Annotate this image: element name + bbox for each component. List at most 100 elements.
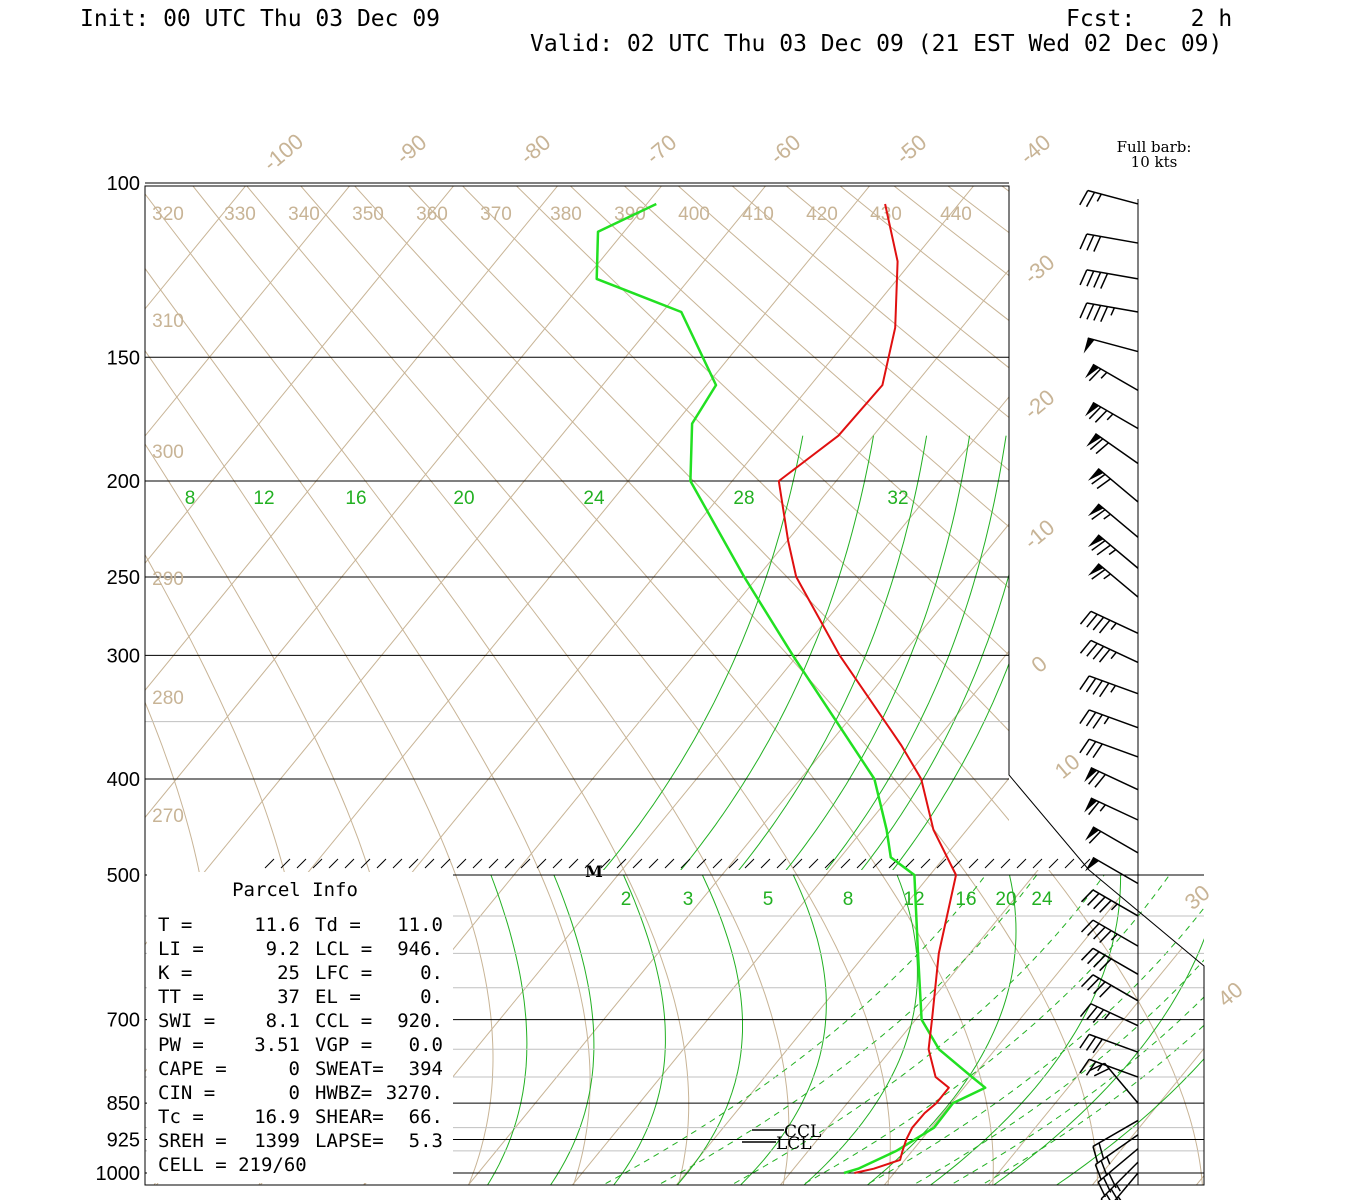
wind-legend-line1: Full barb: [1117,138,1192,156]
hatch-mark [568,858,579,869]
wind-barb-half [1110,651,1117,660]
wind-barb-full [1079,610,1092,625]
wind-barb-staff [1092,363,1139,392]
dry-adiabat-line [885,870,1204,1185]
hatch-mark [408,858,419,869]
parcel-info-label: LCL = [315,938,372,960]
hatch-mark [552,858,563,869]
wind-barb-full [1110,1188,1119,1200]
wind-barb-full [1087,923,1100,937]
mixing-ratio-label: 3 [683,889,694,910]
wind-barb-full [1087,977,1100,991]
parcel-info-value: 5.3 [409,1130,443,1152]
hatch-mark [600,858,611,869]
wind-barb-full [1091,540,1106,551]
parcel-info-label: CIN = [158,1082,215,1104]
isotherm-label: -100 [258,129,308,176]
hatch-mark [664,858,675,869]
wind-barb-staff [1092,1119,1139,1148]
moist-adiabat-line [1055,1058,1204,1185]
parcel-info-label: K = [158,962,192,984]
mixing-ratio-line [892,662,1009,870]
isotherm-line [0,138,77,1194]
isotherm-line [145,186,455,564]
parcel-info-label: Tc = [158,1106,204,1128]
wind-barb [1079,1003,1139,1027]
wind-barb-full [1099,682,1110,698]
parcel-info-label: LAPSE= [315,1130,384,1152]
wind-barb-full [1080,974,1094,988]
hatch-mark [760,858,771,869]
wind-barb [1084,826,1139,854]
isotherm-label: -40 [1015,129,1055,169]
wind-barb-half [1110,685,1117,693]
parcel-info-label: CAPE = [158,1058,227,1080]
wind-barb-full [1105,1193,1111,1200]
wind-barb-flag [1084,826,1100,841]
hatch-mark [776,858,787,869]
dewpoint-profile-line [595,202,987,1175]
hatch-mark [984,858,995,869]
wind-barb-full [1085,191,1096,208]
wind-barb [1089,1062,1139,1104]
parcel-info-value: 394 [409,1058,443,1080]
moist-adiabat-line [739,874,827,1185]
wind-barb [1079,610,1139,634]
mixing-ratio-label: 12 [903,889,924,910]
wind-barb [1087,503,1139,538]
moist-adiabat-line [992,938,1204,1185]
wind-barb-full [1079,709,1090,725]
hatch-mark [824,858,835,869]
wind-barb [1100,1161,1139,1200]
pressure-tick-label: 700 [107,1010,140,1032]
wind-barb [1079,709,1139,729]
wind-barb-full [1085,711,1097,727]
hatch-mark [808,858,819,869]
dry-adiabat-line [676,870,1204,1185]
dry-adiabat-line [1147,138,1350,1194]
isotherm-line [725,523,1009,870]
theta-label: 440 [940,204,972,225]
isotherm-line [0,138,77,1194]
wind-barb [1079,189,1139,208]
parcel-info-background [147,872,453,1183]
hatch-mark [712,858,723,869]
wind-barb-full [1091,568,1106,580]
wind-barb-full [1099,958,1112,972]
wind-barb-full [1093,926,1106,940]
moist-adiabat-line [549,874,595,1185]
hatch-mark [440,858,451,869]
wind-barb-full [1093,236,1102,252]
theta-label: 330 [224,204,256,225]
wind-barb-full [1097,1181,1107,1198]
wind-barb-full [1088,406,1102,420]
wind-barb [1087,534,1139,569]
wind-barb-staff [1088,709,1139,729]
hatch-mark [360,858,371,869]
mixing-ratio-label: 24 [1031,889,1053,910]
isotherm-line [517,268,1009,870]
theta-label: 350 [352,204,384,225]
dry-adiabat-line [154,870,790,1185]
wind-barb-full [1087,951,1100,965]
dry-adiabat-line [937,870,1204,1185]
pressure-tick-label: 100 [107,173,140,195]
isotherm-line [1293,138,1350,1194]
wind-barb-full [1092,743,1103,759]
dry-adiabat-line [569,186,1009,589]
wind-barb-staff [1104,1062,1139,1104]
hatch-mark [952,858,963,869]
mixing-ratio-label: 8 [843,889,854,910]
wind-barb-staff [1097,563,1139,598]
dry-adiabat-line [1094,870,1204,1185]
parcel-info-label: TT = [158,986,204,1008]
isotherm-line [1084,870,1204,1185]
wind-barb-staff [1088,1033,1139,1053]
wind-barb-full [1099,899,1112,913]
wind-barb-full [1092,1038,1103,1054]
dry-adiabat-line [1199,870,1204,1185]
isotherm-label: -80 [515,129,555,169]
isotherm-line [877,138,1350,1194]
wind-barb-flag [1087,468,1104,481]
mixing-ratio-line [949,996,1204,1185]
